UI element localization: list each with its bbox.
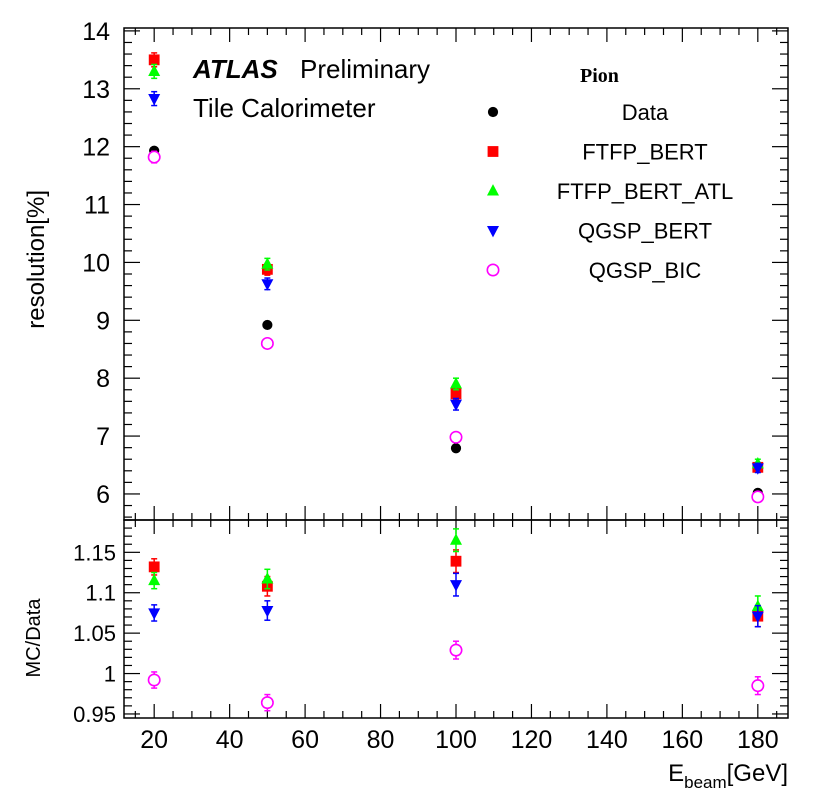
resolution-point <box>450 443 462 454</box>
legend-label: FTFP_BERT_ATL <box>557 179 733 204</box>
legend: Data FTFP_BERT FTFP_BERT_ATL QGSP_BERT QGSP_… <box>486 100 733 283</box>
ratio-point <box>148 561 160 573</box>
x-tick-label: 100 <box>435 726 477 754</box>
legend-marker <box>487 225 499 238</box>
ratio-plot-frame <box>123 519 789 719</box>
resolution-y-tick-label: 11 <box>84 192 110 220</box>
resolution-point <box>261 257 274 269</box>
ratio-point <box>449 643 463 657</box>
atlas-label-bold: ATLAS <box>192 54 278 84</box>
resolution-point <box>260 336 274 350</box>
ratio-point <box>751 679 765 693</box>
legend-marker <box>487 184 499 196</box>
resolution-y-tick-label: 10 <box>82 249 110 277</box>
ratio-y-axis-title: MC/Data <box>23 598 45 678</box>
ratio-y-tick-label: 1 <box>104 662 116 687</box>
ratio-y-tick-label: 1.15 <box>73 540 116 565</box>
ratio-point <box>450 555 462 567</box>
resolution-point <box>148 64 161 76</box>
legend-entry: FTFP_BERT_ATL <box>487 179 733 204</box>
ratio-y-tick-label: 1.1 <box>85 581 116 606</box>
ratio-point <box>261 605 274 618</box>
resolution-point <box>449 430 463 444</box>
x-axis-title-subscript: beam <box>684 773 727 792</box>
x-tick-label: 120 <box>511 726 553 754</box>
x-tick-label: 140 <box>586 726 628 754</box>
legend-label: QGSP_BIC <box>589 258 702 283</box>
ratio-y-tick-label: 0.95 <box>73 702 116 727</box>
ratio-series <box>147 528 765 712</box>
resolution-panel: 6 7 8 9 10 11 12 13 14 resolution[%] ATLAS Preli… <box>23 18 789 521</box>
atlas-label: ATLAS Preliminary Tile Calorimeter <box>192 54 430 123</box>
detector-label: Tile Calorimeter <box>193 93 376 123</box>
ratio-point <box>147 673 161 687</box>
ratio-point <box>751 611 764 624</box>
x-axis-title-main: E <box>668 760 684 787</box>
resolution-series <box>147 52 765 504</box>
resolution-y-axis-title: resolution[%] <box>23 190 50 329</box>
resolution-point <box>450 388 462 400</box>
resolution-y-tick-label: 9 <box>96 307 110 335</box>
legend-marker <box>486 263 500 277</box>
resolution-point <box>261 279 274 291</box>
ratio-point <box>148 573 161 586</box>
resolution-y-tick-label: 8 <box>96 365 110 393</box>
x-axis-title-unit: [GeV] <box>727 760 788 787</box>
legend-marker <box>487 106 499 118</box>
resolution-point <box>450 399 462 412</box>
resolution-y-tick-label: 13 <box>82 76 110 104</box>
ratio-point <box>450 580 462 592</box>
resolution-point <box>148 94 161 106</box>
ratio-axis-ticks <box>124 519 788 718</box>
resolution-axis-ticks <box>124 28 788 520</box>
x-axis-title: Ebeam[GeV] <box>668 760 788 792</box>
resolution-point <box>450 377 462 389</box>
particle-label: Pion <box>580 65 619 87</box>
ratio-panel: 0.95 1 1.05 1.1 1.15 20 40 60 80 100 120 140 160 180… <box>23 519 789 792</box>
resolution-y-tick-label: 6 <box>96 481 110 509</box>
resolution-y-tick-labels: 6 7 8 9 10 11 12 13 14 <box>82 18 110 509</box>
x-tick-labels: 20 40 60 80 100 120 140 160 180 <box>140 726 778 754</box>
legend-entry: QGSP_BIC <box>486 258 702 283</box>
resolution-point <box>262 319 273 331</box>
legend-marker <box>487 146 499 157</box>
legend-label: FTFP_BERT <box>582 140 708 165</box>
legend-entry: QGSP_BERT <box>487 219 712 244</box>
x-tick-label: 180 <box>737 726 779 754</box>
resolution-point <box>751 463 764 475</box>
resolution-point <box>751 490 765 504</box>
ratio-point <box>450 533 462 545</box>
resolution-y-tick-label: 7 <box>96 423 110 451</box>
x-tick-label: 20 <box>140 726 168 754</box>
legend-label: Data <box>622 100 669 125</box>
legend-entry: Data <box>487 100 669 125</box>
legend-label: QGSP_BERT <box>578 219 712 244</box>
ratio-point <box>261 572 274 584</box>
resolution-point <box>147 150 161 164</box>
x-tick-label: 80 <box>367 726 395 754</box>
ratio-y-tick-label: 1.05 <box>73 621 116 646</box>
ratio-point <box>148 608 161 620</box>
x-tick-label: 40 <box>216 726 244 754</box>
resolution-y-tick-label: 14 <box>82 18 110 46</box>
x-tick-label: 160 <box>662 726 704 754</box>
x-tick-label: 60 <box>291 726 319 754</box>
atlas-label-preliminary: Preliminary <box>300 54 430 84</box>
resolution-y-tick-label: 12 <box>82 134 110 162</box>
ratio-y-tick-labels: 0.95 1 1.05 1.1 1.15 <box>73 540 116 727</box>
resolution-point <box>148 54 160 66</box>
ratio-point <box>260 696 274 710</box>
legend-entry: FTFP_BERT <box>487 140 708 165</box>
